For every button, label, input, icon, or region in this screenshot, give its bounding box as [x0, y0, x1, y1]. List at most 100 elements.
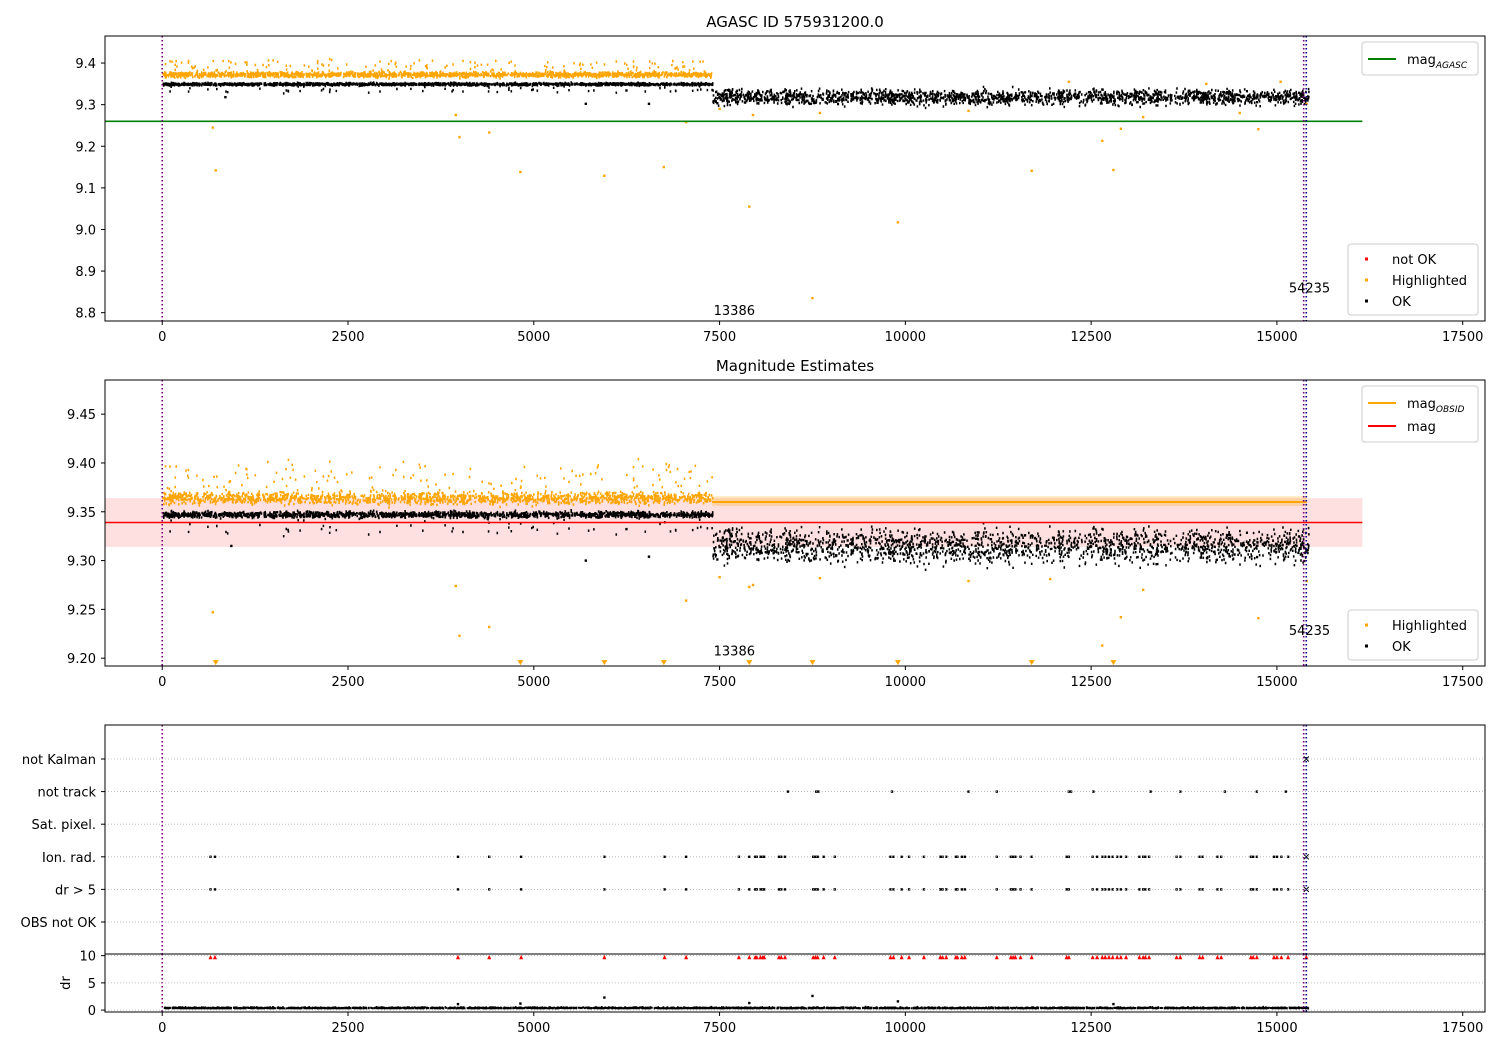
legend-line-label: mag [1407, 420, 1436, 435]
dr-over-limit-marker [899, 954, 904, 960]
dr-over-limit-marker [815, 954, 820, 960]
flag-point [1101, 888, 1104, 891]
flag-point [663, 888, 666, 891]
dr-over-limit-marker [747, 954, 752, 960]
y-tick-label: 9.0 [75, 223, 96, 238]
data-point-highlighted [454, 584, 457, 588]
flag-point [213, 855, 217, 858]
dr-over-limit-marker [1147, 954, 1152, 960]
dr-over-limit-marker [212, 954, 217, 960]
dr-over-limit-marker [1254, 954, 1259, 960]
data-point-highlighted [1067, 80, 1071, 83]
data-point-highlighted [1257, 616, 1260, 620]
flag-point [762, 888, 766, 891]
flag-point [892, 855, 895, 858]
points-layer [162, 58, 1310, 1010]
flag-point [1111, 855, 1114, 858]
data-point-highlighted [684, 120, 688, 124]
x-tick-label: 12500 [1070, 330, 1111, 345]
data-point-highlighted [1101, 139, 1104, 143]
flag-point [1115, 855, 1119, 858]
clipped-point-marker [746, 660, 753, 666]
dr-over-limit-marker [1251, 954, 1256, 960]
flag-point [1014, 888, 1017, 891]
legend-marker-swatch [1365, 623, 1368, 627]
dr-point [1112, 1002, 1115, 1006]
dr-over-limit-marker [487, 954, 492, 960]
legend-marker-swatch [1365, 644, 1368, 648]
x-tick-label: 7500 [703, 675, 736, 690]
flag-category-label: not track [37, 786, 96, 801]
data-point-highlighted [748, 585, 751, 589]
flag-point [1149, 790, 1152, 793]
dr-over-limit-marker [1279, 954, 1284, 960]
marker-legend-box [1347, 609, 1479, 661]
legend-marker-label: Highlighted [1392, 619, 1467, 634]
flag-point [603, 888, 606, 891]
y-tick-label: 9.40 [67, 457, 96, 472]
dr-over-limit-marker [1304, 954, 1309, 960]
clipped-point-marker [601, 660, 608, 666]
dr-over-limit-marker [1029, 954, 1034, 960]
data-point-highlighted [967, 109, 970, 113]
dr-over-limit-marker [821, 954, 826, 960]
flag-point [1014, 855, 1017, 858]
flag-point [1111, 888, 1114, 891]
data-point-highlighted [211, 611, 214, 614]
y-axis-label: dr [59, 976, 74, 990]
flag-point [900, 888, 903, 891]
flag-point [759, 888, 762, 891]
legend-marker-label: not OK [1392, 253, 1437, 268]
flag-point [939, 855, 942, 858]
flag-point [900, 855, 903, 858]
dr-over-limit-marker [1197, 954, 1202, 960]
data-point-cloud [712, 522, 1310, 571]
flag-point [1095, 888, 1099, 891]
flag-category-label: Sat. pixel. [32, 818, 96, 833]
legend-line-subscript: AGASC [1435, 61, 1468, 71]
data-point-highlighted [967, 579, 970, 583]
y-tick-label: 10 [79, 950, 96, 965]
flag-point [822, 888, 825, 891]
clipped-point-marker [894, 660, 901, 666]
marker-legend-box [1347, 243, 1479, 316]
clipped-point-marker [1028, 660, 1035, 666]
dr-over-limit-marker [754, 954, 759, 960]
flag-point [1251, 888, 1255, 891]
dr-over-limit-marker [888, 954, 893, 960]
flag-point [1179, 790, 1182, 793]
flag-point [967, 790, 970, 793]
dr-point [896, 1000, 900, 1003]
dr-over-limit-marker [455, 954, 460, 960]
dr-over-limit-marker [1115, 954, 1120, 960]
dr-point [603, 996, 606, 999]
dr-over-limit-marker [1100, 954, 1105, 960]
flag-category-label: OBS not OK [21, 916, 97, 931]
clipped-point-marker [1110, 660, 1117, 666]
flag-point [1124, 855, 1128, 858]
flag-point [1138, 888, 1141, 891]
legend-line-subscript: OBSID [1436, 405, 1465, 415]
dr-over-limit-marker [1013, 954, 1018, 960]
dr-baseline-points [163, 1005, 1310, 1010]
flag-point [1138, 855, 1141, 858]
data-point-highlighted [1030, 169, 1033, 173]
flag-point [777, 888, 781, 891]
flag-point [1011, 888, 1015, 891]
legend-marker-label: Highlighted [1392, 274, 1467, 289]
flag-point [1119, 888, 1123, 891]
flag-point [759, 855, 762, 858]
line-legend-box [1361, 385, 1479, 443]
panel-title: AGASC ID 575931200.0 [706, 13, 884, 31]
data-point-highlighted [1279, 80, 1282, 83]
flag-point [1107, 855, 1111, 858]
dr-over-limit-marker [762, 954, 767, 960]
plot-frame [104, 379, 1486, 667]
flag-point [519, 855, 523, 858]
data-point-highlighted [1101, 644, 1104, 647]
obsid-annotation: 54235 [1289, 624, 1330, 639]
dr-over-limit-marker [944, 954, 949, 960]
flag-point [963, 888, 967, 891]
